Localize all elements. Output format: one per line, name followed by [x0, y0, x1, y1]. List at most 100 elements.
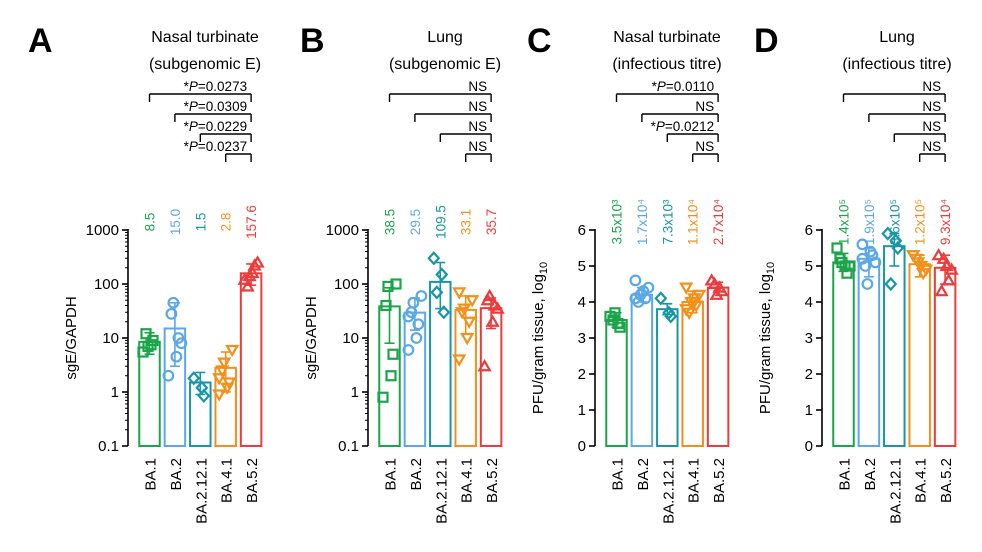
data-point [679, 282, 694, 295]
category-label: BA.1 [383, 458, 400, 491]
panel-b: B Lung (subgenomic E) 0.1 1 10 100 1000 sgE/GAPD… [300, 22, 505, 524]
data-point [919, 264, 934, 277]
category-label: BA.2 [168, 458, 185, 491]
comparison-label-italic: P [189, 139, 198, 154]
data-point [490, 301, 505, 314]
data-point [197, 388, 211, 403]
y-axis-label-subscript: 10 [538, 262, 550, 274]
data-point [856, 238, 869, 251]
category-label: BA.5.2 [244, 458, 261, 503]
y-tick-label: 0.1 [338, 438, 359, 455]
data-point [911, 257, 926, 270]
value-label: 29.5 [408, 209, 423, 235]
value-label: 3.6x10⁵ [887, 199, 902, 245]
comparison-label-prefix: * [184, 99, 190, 114]
data-point [707, 276, 722, 290]
value-label: 1.7x10⁴ [635, 199, 650, 246]
panel-a: A Nasal turbinate (subgenomic E) 0.1 1 10 100 1… [28, 22, 265, 524]
data-point [437, 305, 451, 320]
panel-letter: D [754, 22, 779, 60]
y-tick-label: 0 [578, 438, 586, 455]
comparison-label: NS [922, 139, 941, 154]
comparison-label: *P=0.0273 [184, 79, 247, 94]
data-point [435, 267, 449, 282]
comparison-label-value: NS [468, 99, 487, 114]
comparison-label-value: =0.0273 [198, 79, 247, 94]
data-point [250, 255, 265, 268]
category-label: BA.1 [143, 458, 160, 491]
comparison-label-prefix: * [652, 79, 658, 94]
data-point [869, 256, 882, 269]
data-point [402, 344, 415, 356]
data-point [225, 344, 240, 358]
data-point [654, 291, 668, 306]
data-point [939, 258, 954, 272]
comparison-label-value: NS [695, 99, 714, 114]
data-point [841, 267, 853, 279]
data-point [687, 296, 702, 310]
data-point [175, 337, 188, 350]
y-axis-label: PFU/gram tissue, log10 [757, 262, 777, 414]
category-label: BA.2 [862, 458, 879, 491]
category-label: BA.1 [610, 458, 627, 491]
comparison-label: NS [922, 99, 941, 114]
comparison-label-value: NS [468, 79, 487, 94]
panel-title-line2: (subgenomic E) [149, 56, 261, 73]
bar-BA.2 [857, 257, 881, 447]
data-point [140, 328, 152, 340]
comparison-label-value: =0.0110 [666, 79, 714, 94]
category-label: BA.4.1 [913, 458, 930, 503]
data-point [462, 316, 477, 329]
value-label: 2.7x10⁴ [711, 199, 726, 246]
comparison-label: *P=0.0229 [184, 119, 247, 134]
y-tick-label: 3 [805, 330, 813, 347]
data-point [170, 350, 183, 363]
y-axis-label-main: PFU/gram tissue, log [757, 274, 774, 414]
data-point [380, 299, 392, 312]
data-point [859, 260, 872, 272]
comparison-label: NS [468, 139, 487, 154]
data-point [482, 288, 497, 302]
category-label: BA.2 [635, 458, 652, 491]
category-label: BA.2.12.1 [193, 458, 210, 524]
y-tick-label: 3 [578, 330, 586, 347]
category-label: BA.4.1 [459, 458, 476, 503]
data-point [934, 284, 949, 297]
category-label: BA.5.2 [711, 458, 728, 503]
bar-BA.5.2 [706, 286, 730, 447]
y-tick-label: 5 [578, 258, 586, 275]
data-point [679, 304, 694, 317]
comparison-label: NS [468, 79, 487, 94]
y-axis-label-subscript: 10 [765, 262, 777, 274]
data-point [629, 292, 642, 305]
panel-title-line1: Lung [427, 29, 463, 46]
y-axis-label: sgE/GAPDH [63, 296, 80, 379]
comparison-label-value: =0.0212 [665, 119, 714, 134]
y-tick-label: 1 [805, 402, 813, 419]
y-tick-label: 4 [805, 294, 813, 311]
comparison-label-italic: P [189, 99, 198, 114]
y-tick-label: 2 [578, 366, 586, 383]
panel-letter: B [300, 22, 325, 60]
comparison-label-prefix: * [184, 119, 190, 134]
bar-BA.2.12.1 [656, 308, 679, 448]
value-label: 1.4x10⁵ [837, 199, 852, 245]
data-point [866, 249, 879, 262]
comparison-label-italic: P [657, 79, 666, 94]
comparison-label-prefix: * [651, 119, 657, 134]
comparison-label-value: =0.0237 [198, 139, 247, 154]
value-label: 1.5 [193, 213, 208, 232]
bar-BA.2.12.1 [883, 245, 906, 447]
comparison-label: NS [695, 139, 714, 154]
data-point [709, 287, 724, 300]
data-point [452, 287, 467, 300]
y-tick-label: 1 [111, 384, 119, 401]
category-label: BA.4.1 [686, 458, 703, 503]
data-point [485, 314, 500, 327]
data-point [162, 369, 175, 382]
comparison-label-value: NS [468, 119, 487, 134]
data-point [881, 226, 895, 241]
bar-BA.2 [630, 293, 654, 447]
data-point [477, 359, 492, 372]
